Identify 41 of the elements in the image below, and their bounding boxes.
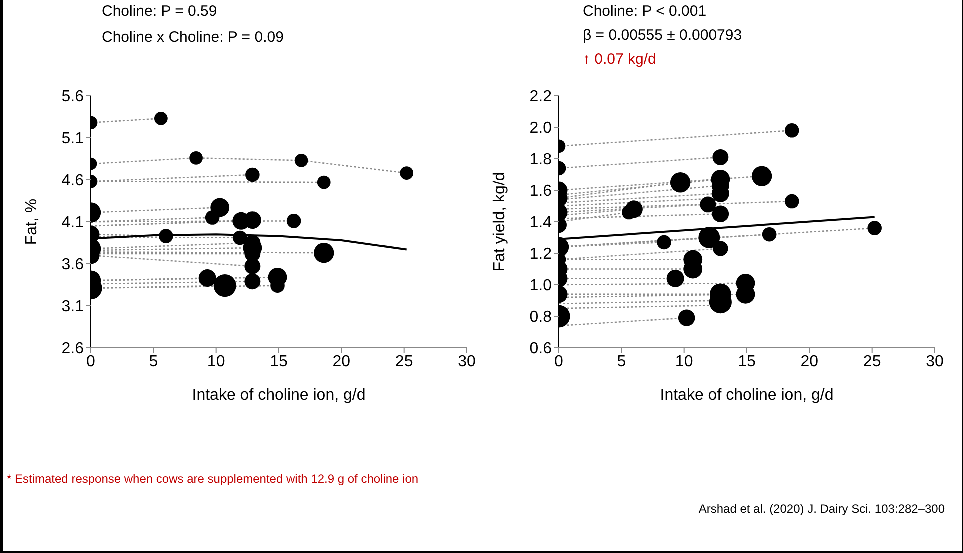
x-tick-label: 5 <box>617 353 626 370</box>
text: Choline x Choline: P = 0.09 <box>102 29 284 46</box>
x-tick-label: 30 <box>458 353 476 370</box>
x-tick-label: 20 <box>332 353 351 370</box>
x-tick-label: 0 <box>86 353 96 370</box>
x-tick-label: 25 <box>395 353 414 370</box>
x-tick-label: 10 <box>675 353 694 370</box>
text: Choline: P < 0.001 <box>583 3 707 20</box>
x-tick-label: 20 <box>800 353 819 370</box>
y-tick-label: 4.1 <box>62 214 84 232</box>
text: Arshad et al. (2020) J. Dairy Sci. 103:282–300 <box>698 502 945 516</box>
y-tick-label: 2.2 <box>530 88 552 106</box>
x-tick-label: 30 <box>926 353 944 370</box>
x-tick-label: 15 <box>738 353 756 370</box>
y-tick-label: 1.4 <box>530 214 552 232</box>
y-tick-label: 5.1 <box>62 130 84 148</box>
y-tick-label: 3.1 <box>62 298 84 316</box>
x-tick-label: 10 <box>207 353 226 370</box>
text: * Estimated response when cows are supplemented with 12.9 g of choline ion <box>7 472 419 486</box>
x-axis-title: Intake of choline ion, g/d <box>660 387 834 404</box>
y-axis-title: Fat yield, kg/d <box>492 172 509 272</box>
x-tick-label: 0 <box>554 353 564 370</box>
y-tick-label: 1.6 <box>530 183 552 200</box>
text: Choline: P = 0.59 <box>102 3 218 20</box>
y-tick-label: 0.6 <box>530 340 552 358</box>
x-tick-label: 25 <box>863 353 882 370</box>
y-tick-label: 2.6 <box>62 340 84 358</box>
y-axis-title: Fat, % <box>24 198 41 246</box>
y-tick-label: 2.0 <box>530 120 552 138</box>
text: ↑ 0.07 kg/d <box>583 51 656 68</box>
y-tick-label: 4.6 <box>62 172 84 190</box>
x-tick-label: 15 <box>270 353 288 370</box>
text: β = 0.00555 ± 0.000793 <box>583 27 742 44</box>
y-tick-label: 5.6 <box>62 88 84 106</box>
y-tick-label: 0.8 <box>530 309 552 326</box>
x-tick-label: 5 <box>149 353 158 370</box>
y-tick-label: 1.2 <box>530 246 552 264</box>
y-tick-label: 3.6 <box>62 256 84 274</box>
y-tick-label: 1.0 <box>530 278 552 295</box>
x-axis-title: Intake of choline ion, g/d <box>192 387 366 404</box>
y-tick-label: 1.8 <box>530 152 552 169</box>
